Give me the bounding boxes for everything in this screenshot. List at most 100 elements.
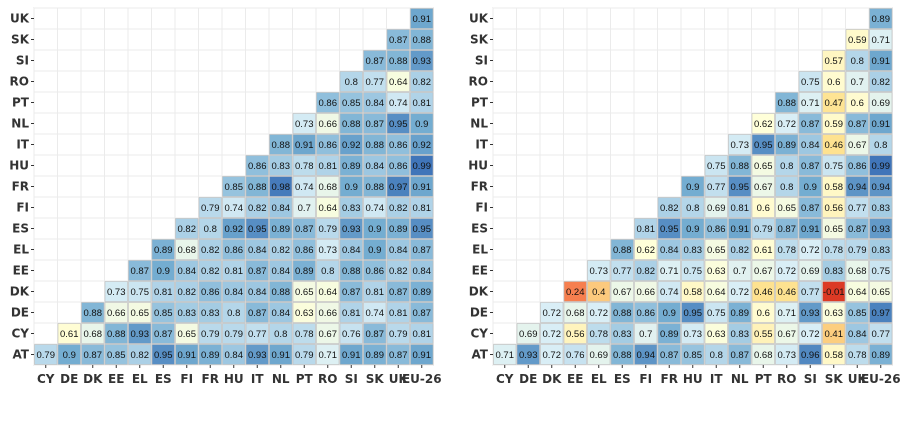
cell-value-label: 0.91	[342, 350, 361, 361]
heatmap-cell	[410, 50, 434, 71]
cell-value-label: 0.77	[613, 266, 632, 277]
cell-value-label: 0.41	[825, 329, 844, 340]
cell-value-label: 0.84	[272, 266, 291, 277]
heatmap-cell	[222, 239, 246, 260]
y-tick-label: SI	[475, 54, 488, 68]
heatmap-cell	[410, 197, 434, 218]
cell-value-label: 0.87	[342, 287, 361, 298]
cell-value-label: 0.61	[60, 329, 79, 340]
heatmap-cell	[657, 281, 681, 302]
heatmap-cell	[540, 302, 564, 323]
cell-value-label: 0.86	[637, 308, 656, 319]
x-tick-label: UK	[389, 372, 409, 386]
heatmap-cell	[704, 155, 728, 176]
y-tick-label: NL	[11, 117, 29, 131]
heatmap-cell	[222, 176, 246, 197]
heatmap-cell	[751, 260, 775, 281]
cell-value-label: 0.87	[131, 266, 150, 277]
cell-value-label: 0.59	[848, 35, 867, 46]
cell-value-label: 0.88	[107, 329, 126, 340]
heatmap-cell	[198, 218, 222, 239]
cell-value-label: 0.72	[778, 266, 797, 277]
heatmap-cell	[681, 323, 705, 344]
heatmap-cell	[363, 323, 387, 344]
y-tick-label: EE	[472, 264, 488, 278]
heatmap-cell	[363, 218, 387, 239]
heatmap-cell	[845, 197, 869, 218]
cell-value-label: 0.74	[225, 203, 244, 214]
x-tick-label: RO	[777, 372, 796, 386]
heatmap-cell	[198, 260, 222, 281]
heatmap-cell	[751, 155, 775, 176]
heatmap-cell	[587, 344, 611, 365]
y-tick-label: CY	[12, 327, 30, 341]
heatmap-cell	[775, 344, 799, 365]
cell-value-label: 0.87	[248, 308, 267, 319]
cell-value-label: 0.77	[801, 287, 820, 298]
cell-value-label: 0.9	[368, 224, 381, 235]
cell-value-label: 0.69	[872, 98, 891, 109]
cell-value-label: 0.74	[660, 287, 679, 298]
heatmap-cell	[728, 176, 752, 197]
cell-value-label: 0.64	[319, 203, 338, 214]
cell-value-label: -0.01	[823, 287, 845, 298]
cell-value-label: 0.81	[366, 287, 385, 298]
y-tick-label: RO	[10, 75, 29, 89]
heatmap-cell	[704, 344, 728, 365]
cell-value-label: 0.71	[660, 266, 679, 277]
heatmap-cell	[292, 134, 316, 155]
heatmap-cell	[798, 92, 822, 113]
cell-value-label: 0.79	[201, 329, 220, 340]
heatmap-cell	[845, 176, 869, 197]
heatmap-cell	[869, 113, 893, 134]
x-tick-label: DE	[519, 372, 537, 386]
heatmap-cell	[269, 323, 293, 344]
heatmap-cell	[34, 344, 58, 365]
cell-value-label: 0.77	[707, 182, 726, 193]
y-tick-label: HU	[9, 159, 29, 173]
cell-value-label: 0.89	[366, 350, 385, 361]
cell-value-label: 0.82	[248, 203, 267, 214]
heatmap-cell	[704, 176, 728, 197]
y-tick-label: ES	[12, 222, 29, 236]
cell-value-label: 0.8	[780, 161, 793, 172]
cell-value-label: 0.57	[825, 56, 844, 67]
heatmap-cell	[363, 344, 387, 365]
cell-value-label: 0.87	[389, 287, 408, 298]
heatmap-cell	[245, 302, 269, 323]
heatmap-cell	[339, 155, 363, 176]
cell-value-label: 0.85	[848, 308, 867, 319]
heatmap-cell	[339, 281, 363, 302]
cell-value-label: 0.89	[872, 14, 891, 25]
cell-value-label: 0.65	[872, 287, 891, 298]
heatmap-cell	[657, 218, 681, 239]
heatmap-cell	[775, 218, 799, 239]
cell-value-label: 0.84	[272, 203, 291, 214]
heatmap-cell	[222, 218, 246, 239]
cell-value-label: 0.89	[778, 140, 797, 151]
heatmap-cell	[728, 302, 752, 323]
heatmap-cell	[610, 260, 634, 281]
heatmap-cell	[151, 239, 175, 260]
cell-value-label: 0.73	[107, 287, 126, 298]
heatmap-cell	[316, 281, 340, 302]
heatmap-cell	[775, 155, 799, 176]
cell-value-label: 0.79	[37, 350, 56, 361]
cell-value-label: 0.76	[566, 350, 585, 361]
heatmap-cell	[845, 71, 869, 92]
cell-value-label: 0.91	[872, 56, 891, 67]
cell-value-label: 0.73	[731, 140, 750, 151]
heatmap-cell	[175, 302, 199, 323]
heatmap-cell	[386, 176, 410, 197]
x-tick-label: PT	[755, 372, 773, 386]
cell-value-label: 0.88	[389, 56, 408, 67]
cell-value-label: 0.88	[613, 350, 632, 361]
cell-value-label: 0.88	[731, 161, 750, 172]
cell-value-label: 0.96	[801, 350, 820, 361]
x-tick-label: HU	[683, 372, 703, 386]
heatmap-cell	[81, 302, 105, 323]
heatmap-cell	[751, 218, 775, 239]
cell-value-label: 0.91	[272, 350, 291, 361]
cell-value-label: 0.94	[872, 182, 891, 193]
cell-value-label: 0.84	[413, 266, 432, 277]
